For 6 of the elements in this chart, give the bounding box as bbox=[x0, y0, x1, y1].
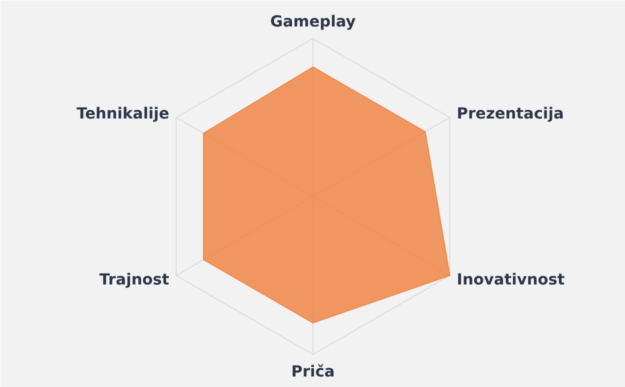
spoke-label: Tehnikalije bbox=[76, 104, 170, 122]
spoke-label: Prezentacija bbox=[456, 104, 564, 122]
spoke-label: Inovativnost bbox=[456, 270, 565, 288]
spoke-label: Priča bbox=[291, 362, 335, 380]
spoke-label: Trajnost bbox=[99, 270, 170, 288]
spoke-label: Gameplay bbox=[270, 12, 356, 30]
